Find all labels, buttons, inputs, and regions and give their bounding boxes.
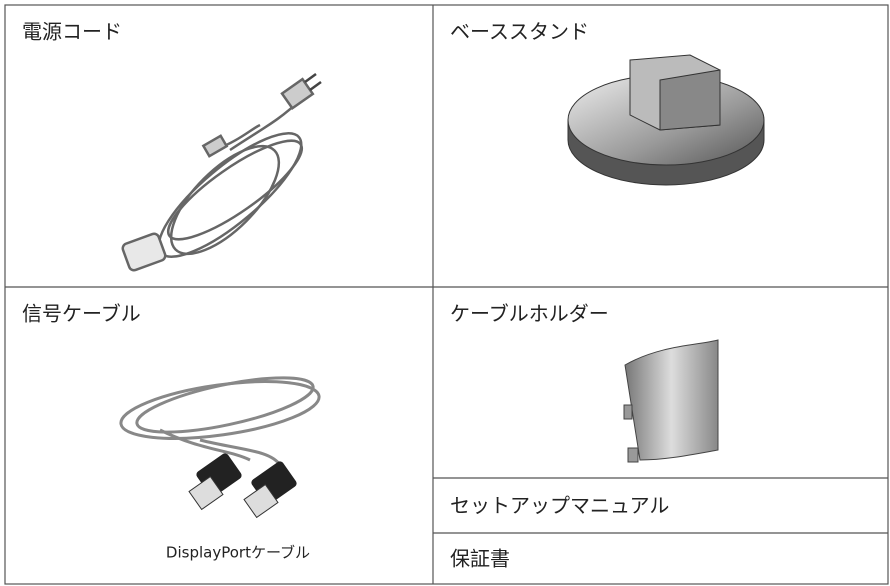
item-label: 電源コード: [22, 20, 122, 44]
item-label: ケーブルホルダー: [450, 302, 609, 326]
table-grid: [4, 4, 889, 585]
item-label: 保証書: [450, 547, 510, 571]
item-label: ベーススタンド: [450, 20, 589, 44]
item-caption: DisplayPortケーブル: [166, 544, 310, 562]
power-cord-illustration: [121, 72, 322, 272]
displayport-cable-illustration: [119, 376, 321, 519]
item-label: セットアップマニュアル: [450, 494, 669, 518]
cable-holder-illustration: [623, 339, 719, 463]
base-stand-illustration: [567, 54, 765, 186]
item-label: 信号ケーブル: [22, 302, 141, 326]
